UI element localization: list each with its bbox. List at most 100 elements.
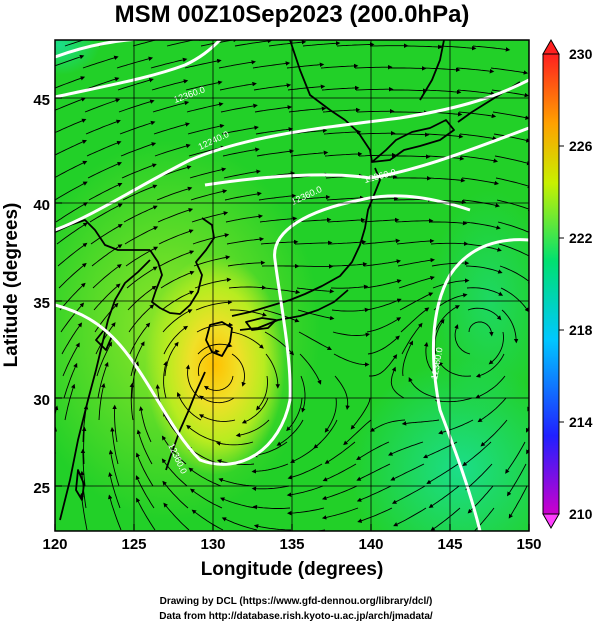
streamline: [286, 397, 303, 432]
streamline: [460, 155, 499, 163]
streamline: [252, 504, 291, 510]
streamline: [356, 441, 390, 460]
height-contours: [55, 40, 529, 531]
streamline: [390, 463, 425, 481]
streamline: [434, 305, 460, 333]
streamline: [192, 233, 230, 245]
streamline: [132, 40, 158, 47]
streamline: [25, 263, 51, 288]
credit-data: Data from http://database.rish.kyoto-u.a…: [159, 611, 433, 622]
streamline: [488, 331, 504, 365]
streamline: [92, 263, 122, 289]
streamline: [356, 485, 392, 502]
streamline: [251, 485, 290, 491]
streamline: [83, 77, 120, 91]
streamline: [321, 485, 358, 501]
streamline: [128, 304, 155, 333]
streamline: [220, 103, 258, 113]
streamline: [458, 111, 497, 119]
x-tick-label: 125: [121, 536, 146, 553]
streamline: [495, 177, 529, 189]
streamline: [501, 309, 519, 344]
streamline: [56, 222, 88, 245]
streamline: [358, 152, 397, 158]
streamline: [268, 40, 307, 47]
streamline: [59, 282, 86, 311]
streamline: [186, 102, 224, 113]
streamline: [454, 324, 471, 355]
streamline: [151, 79, 189, 91]
streamline: [187, 123, 225, 135]
streamline: [430, 220, 468, 226]
streamline: [166, 40, 204, 47]
streamline: [164, 341, 179, 377]
colorbar-upper-triangle: [542, 38, 560, 55]
streamline: [300, 375, 306, 413]
lat-lon-grid: [55, 40, 529, 531]
streamline: [127, 285, 157, 311]
streamline: [86, 140, 122, 157]
streamline: [190, 189, 228, 201]
streamline: [255, 127, 294, 135]
streamline: [287, 84, 326, 91]
streamline: [55, 181, 88, 201]
cool-region-east: [430, 190, 529, 410]
map-title: MSM 00Z10Sep2023 (200.0hPa): [115, 1, 470, 28]
streamline: [80, 448, 86, 487]
streamline: [467, 307, 502, 321]
streamline: [58, 262, 87, 289]
streamline: [475, 375, 506, 399]
streamline: [392, 132, 430, 137]
streamline: [97, 361, 109, 399]
streamline: [434, 397, 473, 404]
streamline: [95, 322, 116, 355]
colorbar-lower-triangle: [542, 513, 560, 530]
streamline: [256, 375, 268, 411]
streamline: [85, 119, 121, 135]
streamline: [161, 290, 195, 311]
streamline: [500, 287, 529, 313]
y-tick-label: 30: [33, 392, 50, 409]
streamline: [263, 309, 300, 323]
streamline: [533, 354, 539, 389]
streamline: [465, 265, 503, 274]
streamline: [110, 427, 119, 465]
streamline: [176, 392, 202, 421]
streamline: [438, 419, 474, 435]
colorbar-ticks: [559, 145, 564, 423]
streamline: [434, 318, 445, 355]
streamline: [90, 224, 123, 245]
coast-ryukyu: [165, 371, 206, 471]
streamline: [497, 221, 529, 235]
streamline: [224, 191, 262, 201]
streamline: [81, 426, 87, 465]
streamline: [508, 485, 528, 519]
contour-line: [431, 238, 529, 531]
streamline: [220, 497, 257, 509]
streamline: [332, 331, 371, 338]
streamline: [430, 241, 469, 246]
streamline: [253, 83, 292, 91]
streamline: [321, 507, 359, 520]
streamline: [129, 382, 135, 421]
streamline: [221, 517, 258, 531]
streamline: [461, 177, 499, 186]
streamline: [188, 467, 222, 487]
streamline: [333, 353, 370, 367]
credit-drawing: Drawing by DCL (https://www.gfd-dennou.o…: [160, 596, 433, 607]
streamline: [463, 221, 501, 230]
coast-korea: [149, 217, 215, 315]
streamline: [136, 429, 153, 465]
streamline: [426, 463, 459, 484]
streamline: [366, 317, 402, 333]
streamline: [194, 277, 232, 289]
streamline: [322, 107, 361, 113]
streamline: [298, 331, 332, 350]
x-tick-label: 140: [358, 536, 383, 553]
streamline: [466, 287, 504, 296]
streamline: [184, 58, 222, 69]
streamline: [55, 54, 85, 67]
streamline: [231, 353, 246, 387]
y-tick-label: 45: [33, 92, 50, 109]
